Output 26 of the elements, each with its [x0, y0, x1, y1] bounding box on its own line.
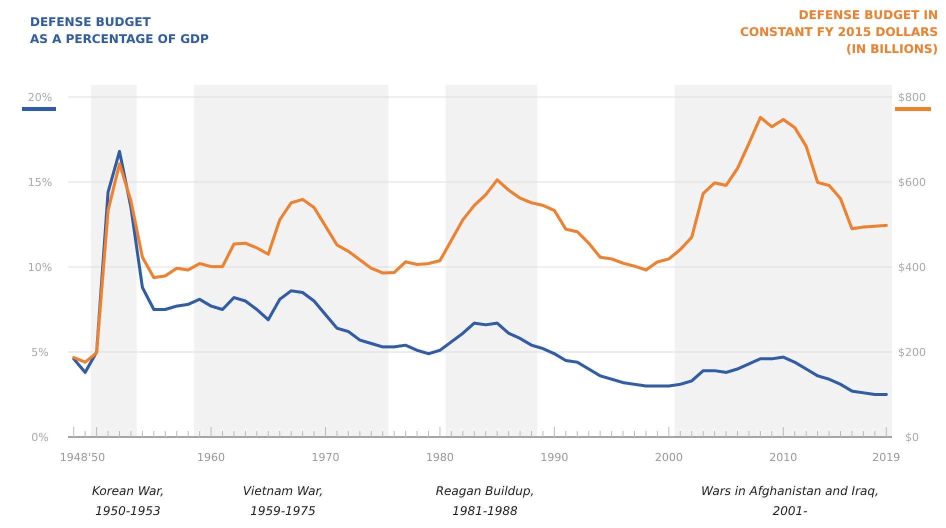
y2-tick-label: $400: [898, 261, 926, 274]
y-tick-label: 15%: [28, 176, 52, 189]
text: Vietnam War, 1959-1975: [242, 484, 324, 518]
y2-tick-label: $200: [898, 346, 926, 359]
y-tick-label: 5%: [31, 346, 49, 359]
line-series: [72, 116, 888, 364]
text: Wars in Afghanistan and Iraq, 2001-: [701, 484, 879, 518]
x-tick-label: 1970: [312, 451, 340, 464]
y-tick-label: 0%: [31, 431, 49, 444]
text: Korean War, 1950-1953: [92, 484, 164, 518]
y-axis-title: DEFENSE BUDGET AS A PERCENTAGE OF GDP: [30, 15, 210, 46]
y-tick-label: 10%: [28, 261, 52, 274]
y2-axis-title: DEFENSE BUDGET IN CONSTANT FY 2015 DOLLARS (IN BILLIONS): [740, 8, 938, 56]
x-tick-label: 1980: [426, 451, 454, 464]
x-tick-label: 1948: [60, 451, 88, 464]
y2-tick-label: $800: [898, 91, 926, 104]
y-tick-label: 20%: [28, 91, 52, 104]
x-tick-label: 1990: [540, 451, 568, 464]
x-tick-label: 1960: [197, 451, 226, 464]
x-tick-label: 2000: [654, 451, 683, 464]
y2-tick-label: $0: [905, 431, 919, 444]
x-tick-label: 2010: [769, 451, 798, 464]
text: Reagan Buildup, 1981-1988: [436, 484, 534, 518]
x-tick-label: '50: [88, 451, 106, 464]
x-tick-label: 2019: [872, 451, 900, 464]
y2-tick-label: $600: [898, 176, 926, 189]
